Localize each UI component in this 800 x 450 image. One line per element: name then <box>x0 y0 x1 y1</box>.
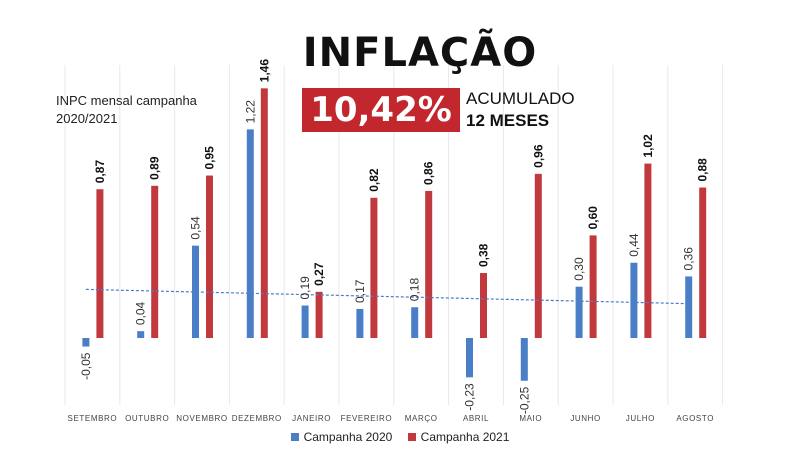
data-label-2021: 0,27 <box>312 262 326 286</box>
bar-2020 <box>301 305 309 338</box>
trendline-2020 <box>85 288 689 305</box>
data-label-2020: -0,25 <box>517 386 531 414</box>
data-label-2021: 0,95 <box>203 146 217 170</box>
subtitle-line-1: INPC mensal campanha <box>56 93 197 108</box>
bar-2020 <box>575 286 583 338</box>
x-tick-label: DEZEMBRO <box>232 414 282 423</box>
data-label-2020: 0,36 <box>682 247 696 271</box>
bar-2020 <box>466 338 473 378</box>
bar-2021 <box>644 163 652 338</box>
legend: Campanha 2020 Campanha 2021 <box>0 430 800 444</box>
data-label-2021: 0,88 <box>696 158 710 182</box>
legend-label-2020: Campanha 2020 <box>303 430 393 444</box>
bar-2021 <box>206 175 213 338</box>
bar-2020 <box>246 129 254 338</box>
data-label-2020: 0,17 <box>353 279 367 303</box>
data-labels: 0,87-0,050,890,040,950,541,461,220,270,1… <box>79 59 710 414</box>
x-tick-label: JULHO <box>626 414 655 423</box>
bar-2021 <box>315 291 323 338</box>
bar-2020 <box>685 276 693 338</box>
accumulated-label: ACUMULADO 12 MESES <box>466 88 575 132</box>
accumulated-label-line-2: 12 MESES <box>466 111 550 130</box>
data-label-2020: 0,19 <box>298 276 312 300</box>
chart-title: INFLAÇÃO <box>302 30 538 76</box>
bar-2021 <box>699 187 707 338</box>
legend-item-2021: Campanha 2021 <box>407 430 510 444</box>
data-label-2021: 0,82 <box>367 168 381 192</box>
legend-swatch-2021 <box>407 433 416 441</box>
legend-swatch-2020 <box>290 433 299 441</box>
bar-2021 <box>425 190 433 338</box>
x-tick-label: AGOSTO <box>676 414 714 423</box>
x-tick-label: ABRIL <box>463 414 489 423</box>
data-label-2020: 0,04 <box>134 301 148 325</box>
bar-2020 <box>192 245 199 338</box>
x-tick-label: JANEIRO <box>292 414 331 423</box>
bar-2020 <box>137 331 145 338</box>
x-tick-label: SETEMBRO <box>68 414 118 423</box>
data-label-2020: 0,44 <box>627 233 641 257</box>
x-tick-label: FEVEREIRO <box>341 414 393 423</box>
data-label-2020: -0,23 <box>463 383 477 411</box>
x-tick-label: MAIO <box>519 414 542 423</box>
bar-2020 <box>411 307 419 338</box>
accumulated-label-line-1: ACUMULADO <box>466 89 575 108</box>
data-label-2020: 0,18 <box>408 278 422 302</box>
x-tick-label: MARÇO <box>405 414 438 423</box>
bar-2021 <box>589 235 597 338</box>
data-label-2020: 0,30 <box>572 257 586 281</box>
data-label-2020: -0,05 <box>79 352 93 380</box>
accumulated-badge: 10,42% <box>302 88 460 132</box>
legend-label-2021: Campanha 2021 <box>420 430 510 444</box>
x-axis-ticks: SETEMBRO OUTUBRO NOVEMBRO DEZEMBRO JANEIRO FE… <box>68 414 714 423</box>
data-label-2021: 0,60 <box>586 206 600 230</box>
data-label-2020: 1,22 <box>243 100 257 124</box>
bar-2020 <box>520 338 528 381</box>
subtitle-line-2: 2020/2021 <box>56 111 118 126</box>
data-label-2021: 1,02 <box>641 134 655 158</box>
bar-2021 <box>480 273 487 338</box>
x-tick-label: NOVEMBRO <box>176 414 227 423</box>
bar-2021 <box>260 88 268 338</box>
bar-2021 <box>370 197 378 338</box>
data-label-2021: 0,89 <box>148 156 162 180</box>
bar-2021 <box>96 189 104 338</box>
data-label-2020: 0,54 <box>189 216 203 240</box>
bar-2021 <box>151 185 159 338</box>
legend-item-2020: Campanha 2020 <box>290 430 393 444</box>
x-tick-label: JUNHO <box>570 414 601 423</box>
data-label-2021: 0,96 <box>531 144 545 168</box>
data-label-2021: 0,87 <box>93 160 107 184</box>
bar-2020 <box>630 262 638 338</box>
data-label-2021: 1,46 <box>257 59 271 83</box>
chart-subtitle: INPC mensal campanha 2020/2021 <box>56 92 256 128</box>
data-label-2021: 0,38 <box>477 243 491 267</box>
bar-2021 <box>534 173 542 338</box>
bar-2020 <box>356 308 364 338</box>
bar-series <box>82 88 707 381</box>
bar-2020 <box>82 338 90 347</box>
data-label-2021: 0,86 <box>422 161 436 185</box>
x-tick-label: OUTUBRO <box>125 414 169 423</box>
trendline <box>85 288 689 305</box>
